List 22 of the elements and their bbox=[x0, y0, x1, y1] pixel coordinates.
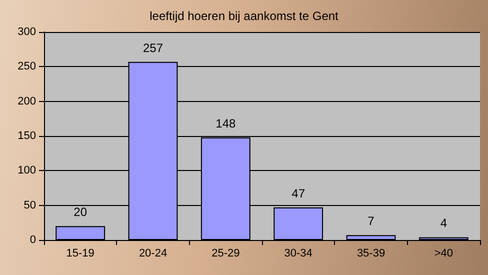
y-tick-label: 200 bbox=[18, 95, 36, 108]
y-tick-label: 300 bbox=[18, 26, 36, 38]
x-tick-label: 35-39 bbox=[356, 248, 386, 260]
chart-title: leeftijd hoeren bij aankomst te Gent bbox=[150, 9, 340, 23]
x-tick-label: 20-24 bbox=[138, 248, 168, 260]
data-label: 20 bbox=[74, 205, 88, 220]
y-tick-label: 250 bbox=[18, 60, 36, 73]
bar bbox=[346, 235, 396, 240]
x-tick-label: 15-19 bbox=[66, 248, 94, 260]
y-tick-label: 100 bbox=[18, 164, 36, 177]
data-label: 148 bbox=[216, 116, 236, 130]
y-tick-label: 0 bbox=[30, 234, 36, 246]
x-tick-label: 30-34 bbox=[284, 248, 312, 260]
bar bbox=[56, 226, 106, 240]
data-label: 47 bbox=[292, 186, 306, 200]
y-tick-label: 50 bbox=[24, 199, 36, 212]
data-label: 257 bbox=[142, 40, 164, 55]
data-label: 4 bbox=[440, 216, 448, 230]
y-tick-label: 150 bbox=[18, 130, 36, 142]
x-tick-label: 25-29 bbox=[212, 248, 240, 260]
data-label: 7 bbox=[368, 214, 375, 228]
x-tick-label: >40 bbox=[434, 248, 454, 260]
